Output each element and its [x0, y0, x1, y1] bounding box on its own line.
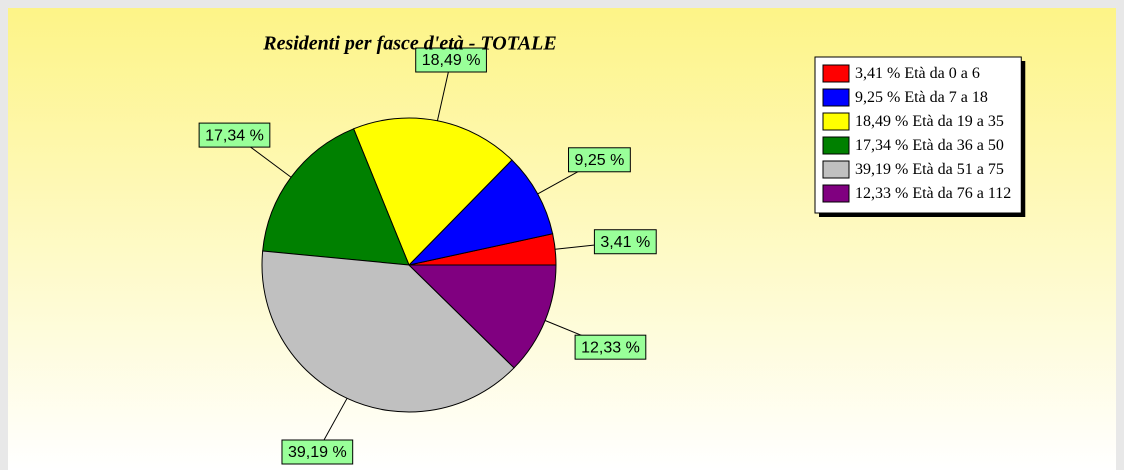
data-label-box	[198, 122, 271, 148]
legend-label: 17,34 % Età da 36 a 50	[855, 137, 1004, 154]
legend-value: 39,19 %	[855, 161, 908, 178]
data-label-box	[574, 334, 647, 360]
legend-swatch	[822, 88, 850, 107]
legend-category: Età da 0 a 6	[904, 65, 980, 82]
pie-slice	[352, 117, 513, 266]
data-labels: 3,41 % 9,25 % 18,49 % 17,34 % 39,19 % 12,33 %	[198, 47, 657, 465]
data-label: 3,41 %	[600, 234, 650, 251]
legend-swatch	[822, 184, 850, 203]
data-label: 39,19 %	[288, 444, 347, 461]
legend-label: 12,33 % Età da 76 a 112	[855, 185, 1011, 202]
legend-swatch	[822, 64, 850, 83]
legend-label: 18,49 % Età da 19 a 35	[855, 113, 1004, 130]
data-label: 12,33 %	[581, 339, 640, 356]
data-label-box	[415, 47, 487, 73]
data-label: 17,34 %	[205, 127, 264, 144]
legend-value: 12,33 %	[855, 185, 908, 202]
pie	[261, 117, 557, 413]
legend-category: Età da 51 a 75	[912, 161, 1004, 178]
legend-swatch	[822, 160, 850, 179]
legend-category: Età da 19 a 35	[912, 113, 1004, 130]
legend-swatch	[822, 112, 850, 131]
legend-label: 9,25 % Età da 7 a 18	[855, 89, 988, 106]
legend-value: 17,34 %	[855, 137, 908, 154]
chart-title: Residenti per fasce d'età - TOTALE	[262, 33, 557, 55]
data-label-box	[593, 229, 657, 255]
legend-label: 39,19 % Età da 51 a 75	[855, 161, 1004, 178]
pie-slice	[407, 264, 557, 369]
data-label-box	[281, 439, 354, 465]
data-label: 9,25 %	[575, 152, 625, 169]
legend-label: 3,41 % Età da 0 a 6	[855, 65, 980, 82]
legend: 3,41 % Età da 0 a 69,25 % Età da 7 a 181…	[814, 56, 1026, 217]
legend-value: 18,49 %	[855, 113, 908, 130]
legend-category: Età da 76 a 112	[912, 185, 1011, 202]
data-label: 18,49 %	[422, 52, 481, 69]
legend-value: 9,25 %	[855, 89, 900, 106]
legend-category: Età da 7 a 18	[904, 89, 988, 106]
legend-category: Età da 36 a 50	[912, 137, 1004, 154]
legend-value: 3,41 %	[855, 65, 900, 82]
pie-slice	[407, 159, 554, 266]
legend-swatch	[822, 136, 850, 155]
data-label-box	[568, 147, 631, 173]
